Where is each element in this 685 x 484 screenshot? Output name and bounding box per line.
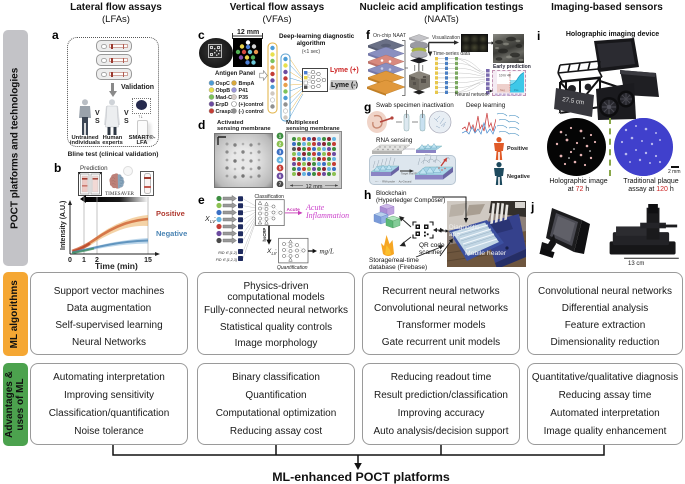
svg-text:(-) control: (-) control [239,109,265,115]
svg-text:6: 6 [279,174,282,179]
svg-text:(+)control: (+)control [239,102,265,108]
svg-text:27.5 cm: 27.5 cm [562,96,585,106]
svg-text:BmpA: BmpA [239,81,255,87]
svg-text::: : [275,248,277,255]
svg-text:Classification: Classification [255,194,285,200]
svg-text:P35: P35 [239,95,249,101]
svg-text:Crasp1: Crasp1 [216,109,234,115]
svg-text:LV: LV [210,219,216,224]
svg-text:7: 7 [279,182,282,187]
svg-text:V₅: V₅ [447,156,450,160]
svg-text:Mad-C6: Mad-C6 [216,95,235,101]
svg-text:X: X [204,216,210,223]
svg-text:2: 2 [279,142,282,147]
svg-text:1: 1 [82,257,86,264]
svg-text::: : [214,216,216,223]
svg-text:ErpD: ErpD [216,102,229,108]
svg-text:LV: LV [272,251,278,256]
svg-text:0: 0 [68,257,72,264]
svg-text:OspC: OspC [216,81,230,87]
svg-text:4: 4 [279,158,282,163]
svg-text:P41: P41 [239,88,249,94]
svg-text:— · · RNA probe · Au-Ground: — · · RNA probe · Au-Ground [375,180,412,184]
svg-text:5: 5 [279,166,282,171]
svg-text:Target viral RNA: Target viral RNA [401,172,420,176]
svg-text:FID ∈ {1,2,3}: FID ∈ {1,2,3} [216,258,238,262]
svg-text:ObpB: ObpB [216,88,231,94]
svg-text:3: 3 [279,150,282,155]
svg-text:2: 2 [95,257,99,264]
svg-text:X: X [266,248,272,255]
svg-text:1: 1 [279,134,282,139]
svg-text:Neg: Neg [500,88,505,92]
svg-text:Acute: Acute [287,207,301,213]
svg-text:mg/L: mg/L [320,248,335,256]
svg-text:12 mm: 12 mm [306,184,323,189]
svg-text:Quantification: Quantification [277,265,308,271]
svg-text:RID ∈ {1,2}: RID ∈ {1,2} [218,251,238,255]
svg-text:Pos: Pos [514,88,519,92]
svg-text:△: △ [558,109,563,116]
svg-text:10 hr 48: 10 hr 48 [499,73,511,77]
svg-text:hsCRP: hsCRP [262,228,267,242]
svg-text:15: 15 [144,257,152,264]
